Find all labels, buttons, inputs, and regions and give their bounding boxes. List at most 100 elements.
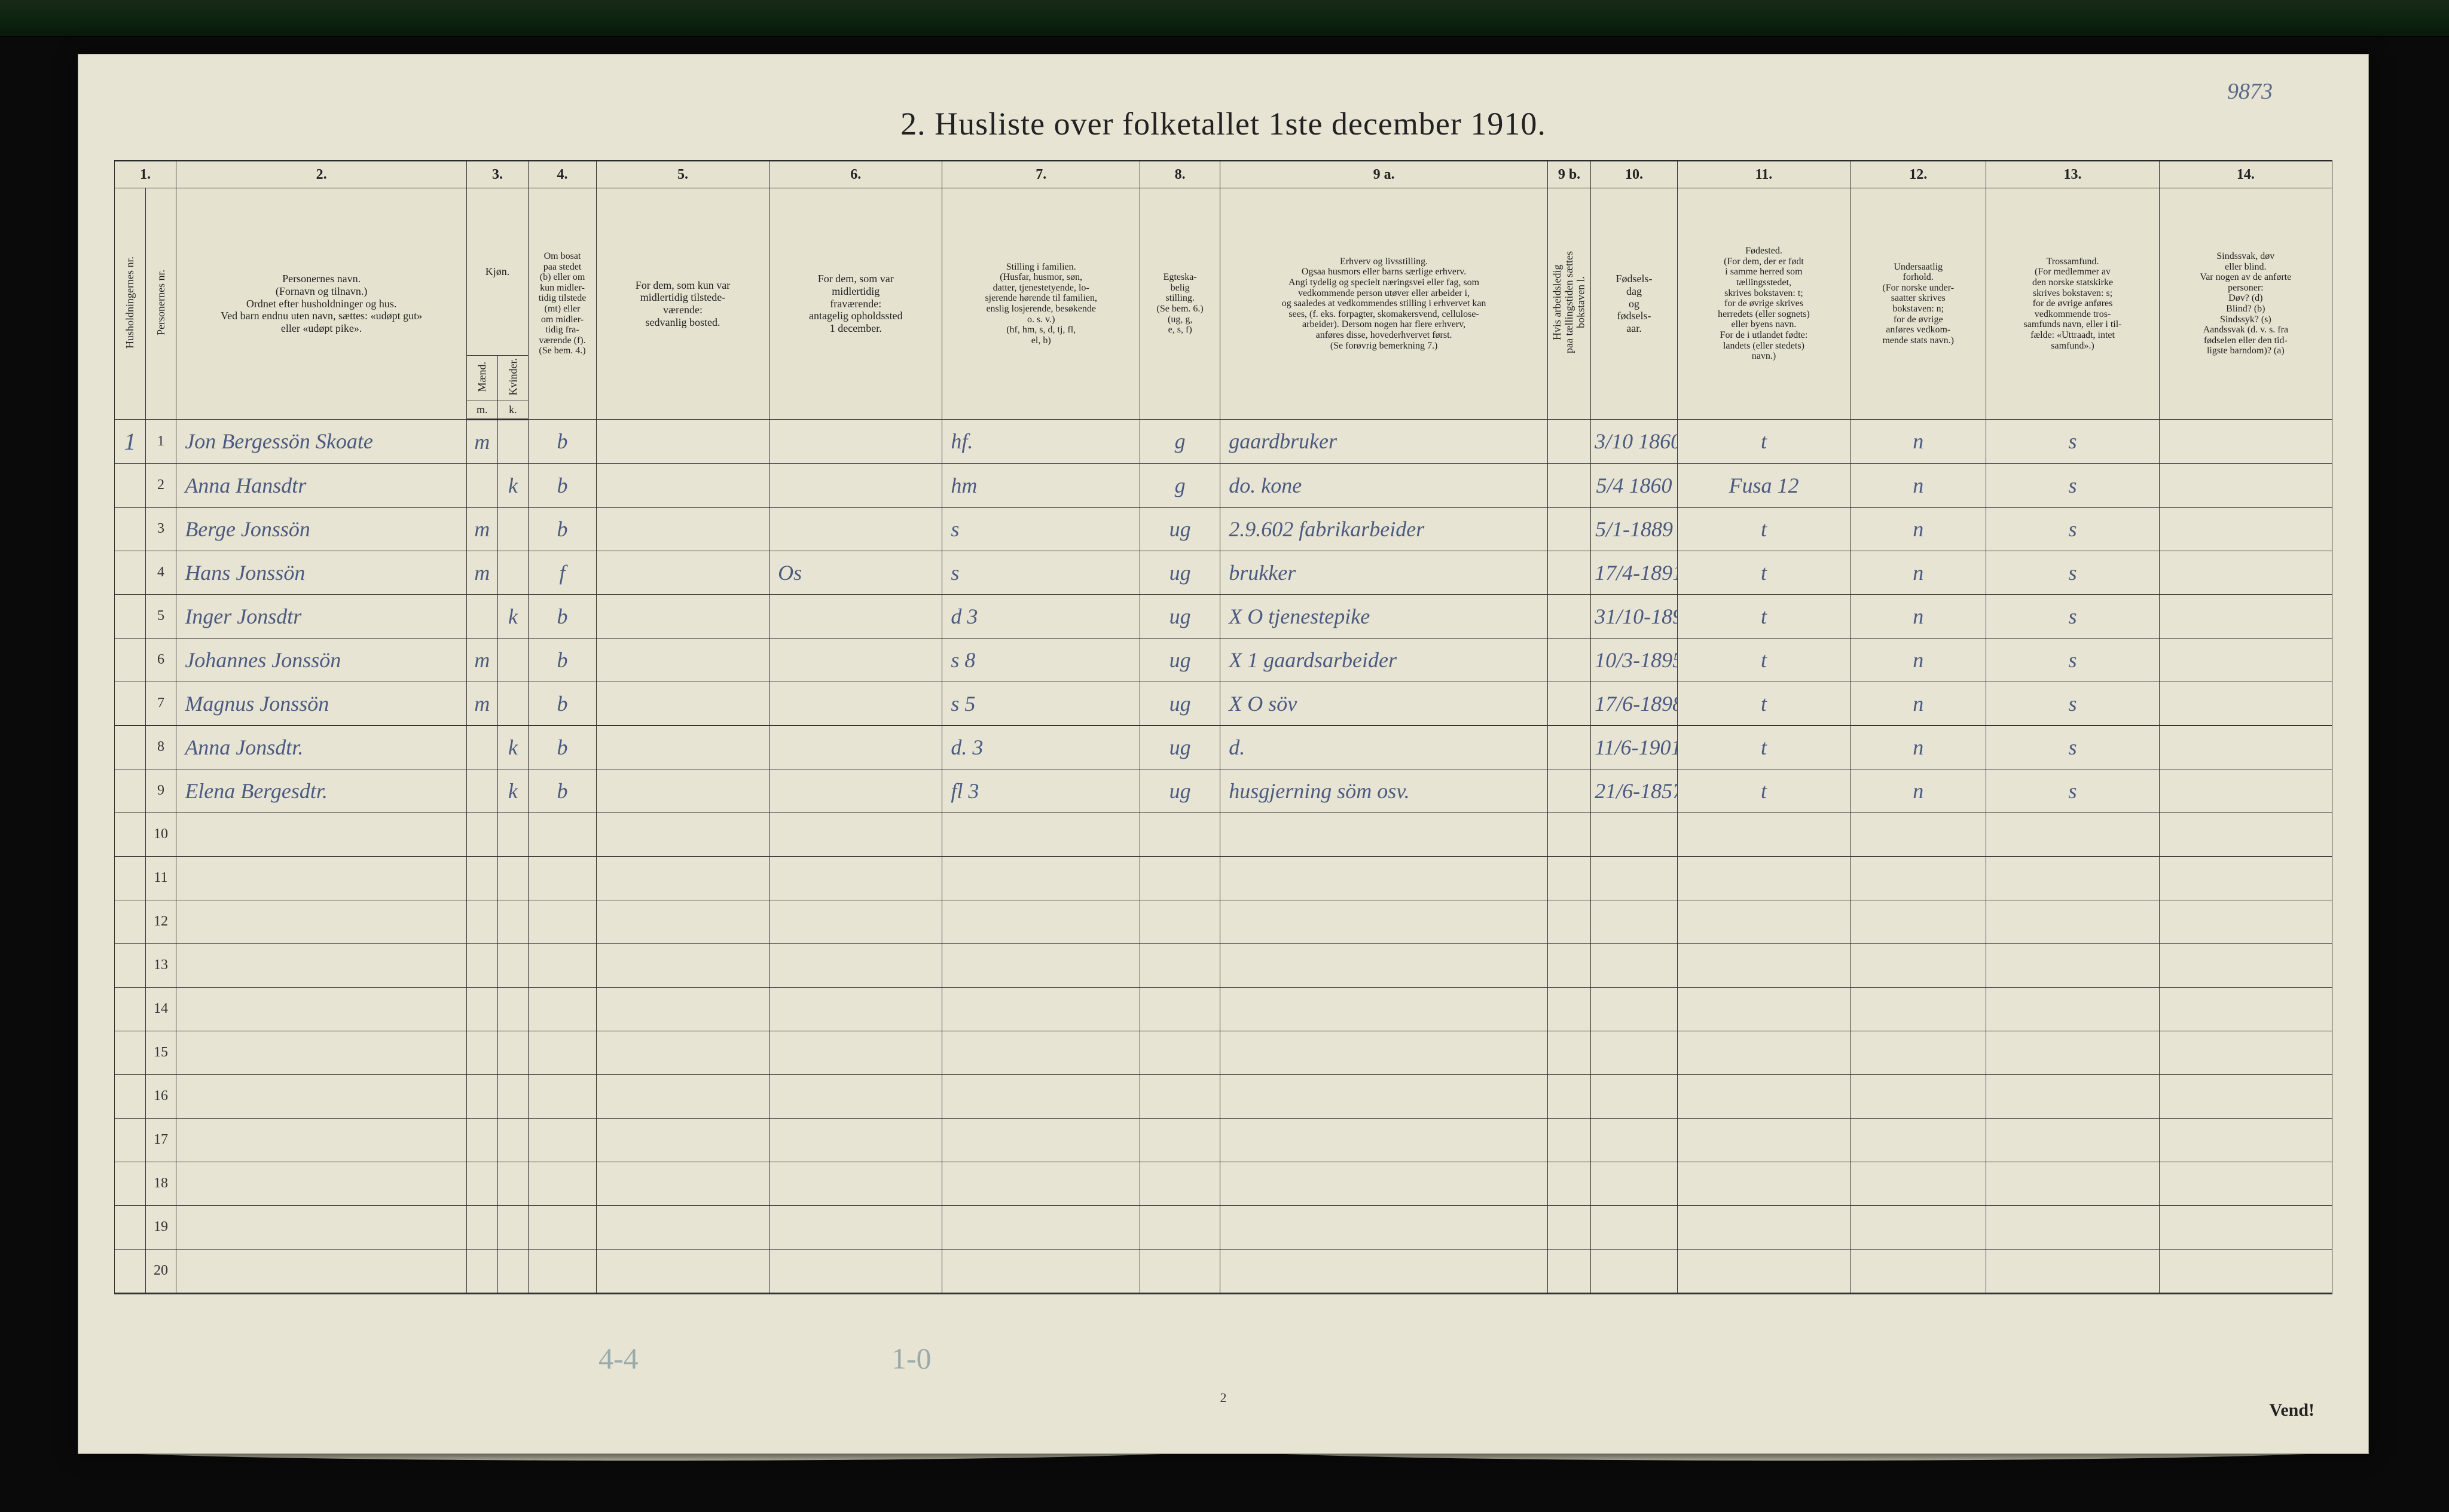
- hdr-temp: For dem, som kun varmidlertidig tilstede…: [596, 188, 769, 420]
- hdr-rel: Trossamfund.(For medlemmer avden norske …: [1986, 188, 2159, 420]
- table-cell: [942, 1205, 1140, 1249]
- table-cell: [1140, 1118, 1220, 1162]
- table-cell: [176, 1031, 467, 1074]
- hdr-sex-m-text: Mænd.: [476, 362, 488, 392]
- table-cell: [1851, 987, 1986, 1031]
- hdr-sex-k: Kvinder.: [497, 356, 529, 401]
- colnum-12: 12.: [1851, 161, 1986, 188]
- table-row: 6Johannes Jonssönmbs 8ugX 1 gaardsarbeid…: [115, 638, 2332, 682]
- table-cell: ug: [1140, 638, 1220, 682]
- table-cell: [942, 1118, 1140, 1162]
- table-cell: k: [497, 725, 529, 769]
- table-cell: [2159, 943, 2332, 987]
- table-cell: 5/1-1889: [1591, 507, 1678, 551]
- table-cell: [115, 682, 146, 725]
- table-cell: [176, 900, 467, 943]
- table-cell: [115, 551, 146, 594]
- table-cell: 20: [145, 1249, 176, 1293]
- table-cell: [115, 987, 146, 1031]
- table-cell: n: [1851, 463, 1986, 507]
- table-cell: [596, 812, 769, 856]
- table-cell: [529, 987, 597, 1031]
- table-cell: 1: [115, 419, 146, 463]
- table-cell: [1986, 987, 2159, 1031]
- table-cell: [1677, 856, 1850, 900]
- table-cell: [942, 856, 1140, 900]
- table-cell: [2159, 900, 2332, 943]
- table-cell: t: [1677, 682, 1850, 725]
- page-title: 2. Husliste over folketallet 1ste decemb…: [78, 105, 2368, 142]
- table-cell: [529, 943, 597, 987]
- table-cell: [1220, 1074, 1548, 1118]
- table-cell: [1677, 943, 1850, 987]
- table-cell: [529, 1249, 597, 1293]
- table-cell: k: [497, 594, 529, 638]
- hdr-sex-top: Kjøn.: [466, 188, 528, 356]
- table-cell: [1986, 856, 2159, 900]
- table-cell: [1220, 1162, 1548, 1205]
- table-cell: [1851, 1118, 1986, 1162]
- table-cell: [596, 900, 769, 943]
- table-cell: n: [1851, 769, 1986, 812]
- hdr-hh-nr: Husholdningernes nr.: [115, 188, 146, 420]
- table-cell: 13: [145, 943, 176, 987]
- table-cell: 5/4 1860: [1591, 463, 1678, 507]
- table-cell: [1220, 987, 1548, 1031]
- hdr-nat: Undersaatligforhold.(For norske under-sa…: [1851, 188, 1986, 420]
- table-cell: [115, 856, 146, 900]
- table-cell: [596, 1031, 769, 1074]
- table-cell: 4: [145, 551, 176, 594]
- table-cell: [1140, 812, 1220, 856]
- table-cell: 9: [145, 769, 176, 812]
- table-cell: [596, 594, 769, 638]
- table-cell: [497, 1118, 529, 1162]
- table-cell: [1547, 725, 1590, 769]
- table-cell: [769, 1074, 942, 1118]
- table-cell: t: [1677, 507, 1850, 551]
- colnum-11: 11.: [1677, 161, 1850, 188]
- table-row-empty: 11: [115, 856, 2332, 900]
- table-cell: [769, 725, 942, 769]
- table-cell: g: [1140, 463, 1220, 507]
- table-cell: brukker: [1220, 551, 1548, 594]
- table-cell: t: [1677, 419, 1850, 463]
- table-cell: [176, 856, 467, 900]
- table-cell: [1547, 638, 1590, 682]
- table-cell: Berge Jonssön: [176, 507, 467, 551]
- table-row-empty: 10: [115, 812, 2332, 856]
- table-cell: Magnus Jonssön: [176, 682, 467, 725]
- table-row-empty: 19: [115, 1205, 2332, 1249]
- table-cell: [115, 463, 146, 507]
- table-cell: [1547, 551, 1590, 594]
- table-cell: m: [466, 551, 497, 594]
- table-cell: [466, 1249, 497, 1293]
- table-cell: d. 3: [942, 725, 1140, 769]
- table-cell: 12: [145, 900, 176, 943]
- table-cell: [769, 638, 942, 682]
- table-cell: [769, 419, 942, 463]
- table-cell: [2159, 594, 2332, 638]
- hdr-place: Fødested.(For dem, der er fødti samme he…: [1677, 188, 1850, 420]
- table-cell: [769, 594, 942, 638]
- table-cell: [529, 812, 597, 856]
- table-cell: [596, 856, 769, 900]
- table-cell: [2159, 812, 2332, 856]
- table-cell: [596, 769, 769, 812]
- table-cell: t: [1677, 769, 1850, 812]
- table-cell: 21/6-1857: [1591, 769, 1678, 812]
- table-cell: [769, 900, 942, 943]
- table-cell: [596, 987, 769, 1031]
- table-cell: ug: [1140, 551, 1220, 594]
- hdr-sex-m: Mænd.: [466, 356, 497, 401]
- table-cell: [1140, 1205, 1220, 1249]
- table-cell: [497, 1249, 529, 1293]
- colnum-9b: 9 b.: [1547, 161, 1590, 188]
- table-cell: [596, 463, 769, 507]
- table-cell: [596, 1249, 769, 1293]
- table-cell: [176, 1118, 467, 1162]
- table-cell: [115, 1118, 146, 1162]
- table-cell: [1140, 987, 1220, 1031]
- pencil-note-left: 4-4: [598, 1341, 639, 1376]
- table-cell: [1547, 682, 1590, 725]
- colnum-1: 1.: [115, 161, 176, 188]
